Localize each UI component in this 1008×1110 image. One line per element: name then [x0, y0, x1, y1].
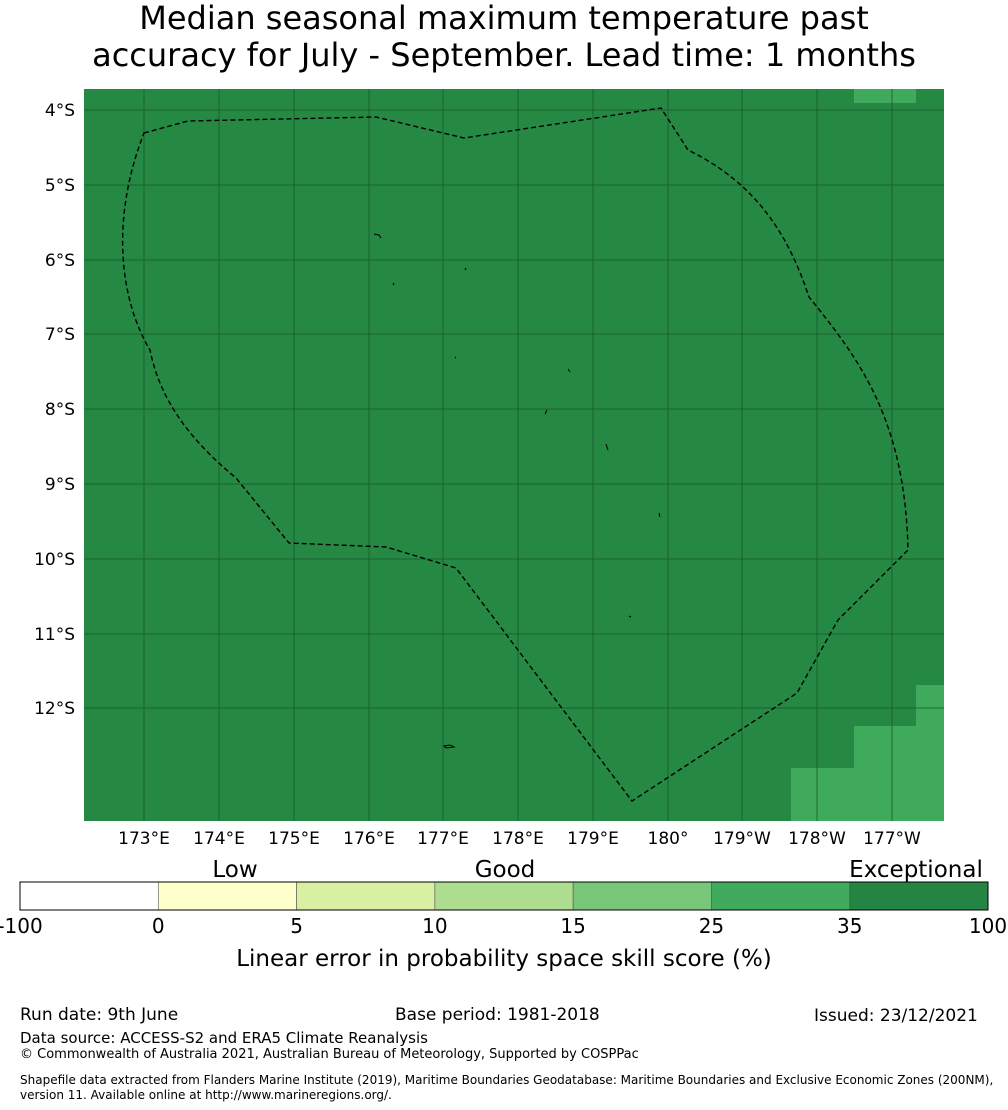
lat-label: 9°S [45, 475, 75, 495]
data-source: Data source: ACCESS-S2 and ERA5 Climate … [20, 1029, 428, 1047]
colorbar-boxes [19, 881, 989, 911]
lat-label: 10°S [34, 550, 75, 570]
colorbar-tick-label: 0 [152, 914, 165, 938]
skill-cell-light [854, 726, 916, 821]
colorbar-category: Low [212, 857, 257, 883]
colorbar-tick-label: 10 [422, 914, 447, 938]
lon-label: 177°E [417, 829, 469, 849]
island [628, 615, 632, 618]
skill-cell-light [916, 685, 944, 821]
lon-label: 175°E [268, 829, 320, 849]
colorbar-tick-label: 5 [290, 914, 303, 938]
island [567, 368, 571, 373]
lat-label: 5°S [45, 176, 75, 196]
lon-label: 176°E [343, 829, 395, 849]
lon-label: 173°E [118, 829, 170, 849]
lat-label: 12°S [34, 699, 75, 719]
colorbar-box [434, 881, 574, 911]
colorbar-tick-label: -100 [0, 914, 43, 938]
lat-label: 7°S [45, 325, 75, 345]
colorbar-ticks: -100 0 5 10 15 25 35 100 [0, 914, 1007, 938]
island [392, 282, 395, 286]
island [442, 744, 456, 749]
island [544, 409, 548, 415]
lon-label: 178°E [492, 829, 544, 849]
colorbar-box [572, 881, 712, 911]
copyright: © Commonwealth of Australia 2021, Austra… [20, 1047, 639, 1062]
longitude-labels: 173°E 174°E 175°E 176°E 177°E 178°E 179°E 180° 1… [118, 829, 921, 849]
colorbar-frame [19, 881, 989, 911]
lon-label: 179°W [713, 829, 771, 849]
colorbar-category: Exceptional [849, 857, 983, 883]
lon-label: 179°E [567, 829, 619, 849]
island [605, 443, 609, 451]
colorbar-tick-label: 25 [699, 914, 724, 938]
lon-label: 177°W [863, 829, 921, 849]
base-period: Base period: 1981-2018 [395, 1005, 600, 1025]
lat-label: 8°S [45, 400, 75, 420]
colorbar-box [157, 881, 297, 911]
issued-date: Issued: 23/12/2021 [814, 1006, 978, 1026]
latitude-labels: 4°S 5°S 6°S 7°S 8°S 9°S 10°S 11°S 12°S [34, 101, 75, 719]
colorbar-category: Good [475, 857, 536, 883]
colorbar-tick-label: 100 [969, 914, 1007, 938]
title-line-2: accuracy for July - September. Lead time… [92, 36, 916, 74]
colorbar-box [19, 881, 159, 911]
lat-label: 4°S [45, 101, 75, 121]
lon-label: 180° [648, 829, 689, 849]
colorbar-tick-label: 35 [837, 914, 862, 938]
lat-label: 11°S [34, 625, 75, 645]
colorbar-label: Linear error in probability space skill … [236, 946, 772, 972]
gridlines [84, 89, 944, 821]
island [454, 356, 457, 359]
map-panel: 4°S 5°S 6°S 7°S 8°S 9°S 10°S 11°S 12°S 173°E 174°… [34, 89, 944, 849]
eez-boundary [121, 107, 909, 802]
lat-label: 6°S [45, 251, 75, 271]
skill-cell-light [791, 768, 854, 821]
skill-field [84, 89, 944, 821]
island [373, 233, 382, 239]
skill-cell-light [854, 89, 916, 103]
colorbar-box [849, 881, 989, 911]
colorbar: Low Good Exceptional -100 0 5 10 15 25 35 100 Lin… [0, 857, 1007, 972]
shapefile-credit: Shapefile data extracted from Flanders M… [20, 1073, 994, 1102]
colorbar-categories: Low Good Exceptional [212, 857, 982, 883]
lon-label: 174°E [193, 829, 245, 849]
map-title: Median seasonal maximum temperature past… [0, 0, 1008, 74]
island [658, 512, 661, 518]
colorbar-box [711, 881, 851, 911]
colorbar-box [296, 881, 436, 911]
title-line-1: Median seasonal maximum temperature past [139, 0, 869, 37]
run-date: Run date: 9th June [20, 1005, 179, 1025]
lon-label: 178°W [788, 829, 846, 849]
colorbar-tick-label: 15 [560, 914, 585, 938]
island [464, 267, 467, 271]
islands [373, 233, 661, 749]
